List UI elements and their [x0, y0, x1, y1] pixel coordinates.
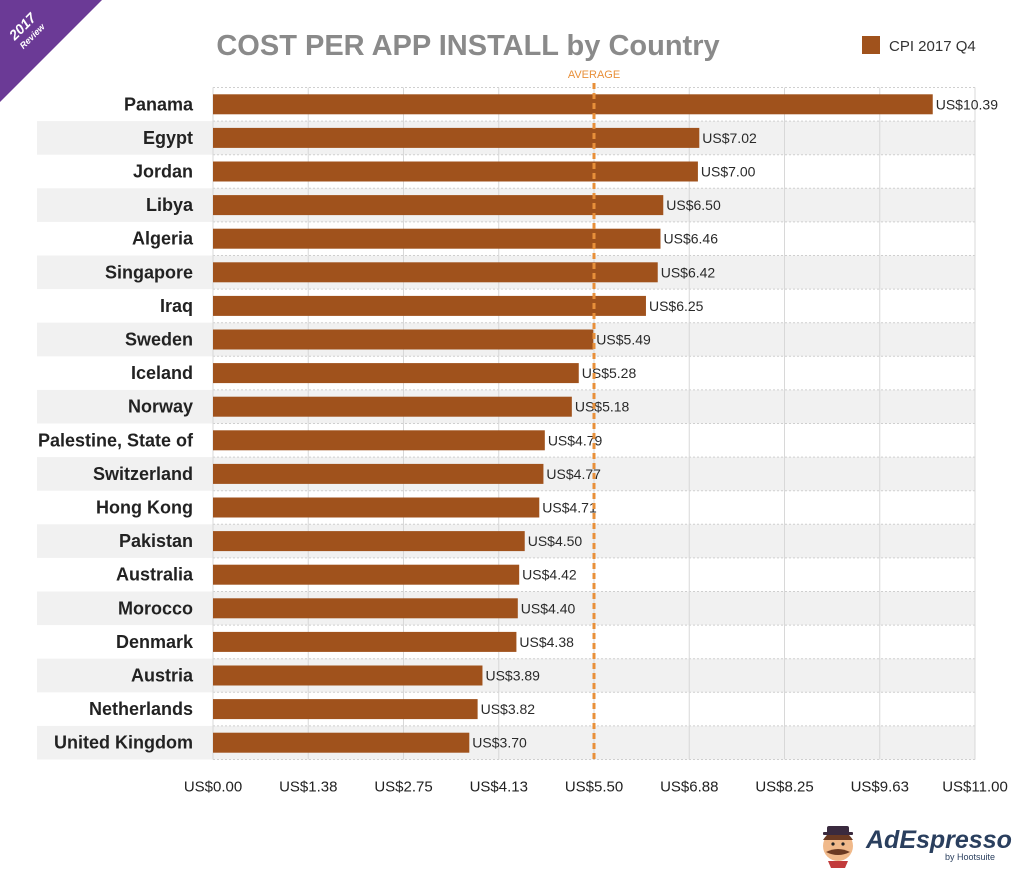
bar [213, 161, 698, 182]
category-label: Iceland [131, 363, 193, 383]
average-marker: AVERAGE [568, 69, 620, 760]
ribbon-shape [0, 0, 102, 102]
bar [213, 363, 579, 384]
category-label: Libya [146, 195, 194, 215]
category-label: Sweden [125, 330, 193, 350]
chart-title: COST PER APP INSTALL by Country [216, 30, 719, 62]
value-label: US$4.79 [548, 432, 603, 448]
value-label: US$3.82 [481, 701, 536, 717]
bar [213, 430, 545, 451]
value-label: US$5.28 [582, 365, 637, 381]
category-label: Iraq [160, 296, 193, 316]
bar [213, 463, 544, 484]
bar [213, 262, 658, 283]
row-band [37, 658, 975, 693]
value-label: US$3.89 [485, 668, 540, 684]
bar [213, 94, 933, 115]
category-label: Australia [116, 565, 194, 585]
bar [213, 195, 664, 216]
row-bands [37, 121, 975, 760]
category-label: Algeria [132, 229, 194, 249]
category-label: Hong Kong [96, 498, 193, 518]
category-label: Egypt [143, 128, 193, 148]
legend-label: CPI 2017 Q4 [889, 38, 976, 55]
bar [213, 598, 518, 619]
bar [213, 127, 700, 148]
adespresso-logo: AdEspresso by Hootsuite [823, 826, 1012, 868]
bar [213, 396, 572, 417]
value-label: US$5.49 [596, 332, 651, 348]
bar [213, 732, 470, 753]
category-label: Palestine, State of [38, 430, 194, 450]
x-tick-label: US$1.38 [279, 779, 337, 796]
value-label: US$4.42 [522, 567, 577, 583]
row-band [37, 725, 975, 760]
category-label: Singapore [105, 262, 193, 282]
category-label: Austria [131, 666, 194, 686]
bar [213, 665, 483, 686]
value-label: US$7.02 [702, 130, 757, 146]
category-labels: Panama Egypt Jordan Libya Algeria Singapore Ir… [38, 94, 194, 752]
value-label: US$3.70 [472, 735, 527, 751]
category-label: Jordan [133, 162, 193, 182]
value-label: US$6.42 [661, 264, 716, 280]
logo-name: AdEspresso [865, 826, 1012, 854]
legend-swatch [862, 36, 880, 54]
x-tick-label: US$2.75 [374, 779, 432, 796]
value-label: US$4.71 [542, 500, 597, 516]
value-label: US$4.77 [546, 466, 601, 482]
x-axis-ticks: US$0.00 US$1.38 US$2.75 US$4.13 US$5.50 US$6.… [184, 779, 1008, 796]
value-label: US$5.18 [575, 399, 630, 415]
category-label: Netherlands [89, 699, 193, 719]
category-label: Panama [124, 94, 194, 114]
x-tick-label: US$5.50 [565, 779, 623, 796]
value-label: US$4.50 [528, 533, 583, 549]
category-label: Pakistan [119, 531, 193, 551]
average-label: AVERAGE [568, 69, 620, 81]
review-ribbon: 2017 Review [0, 0, 102, 102]
bar [213, 295, 646, 316]
mascot-icon [823, 826, 853, 868]
bar [213, 631, 517, 652]
value-label: US$7.00 [701, 164, 756, 180]
bar [213, 564, 520, 585]
category-label: Switzerland [93, 464, 193, 484]
value-label: US$6.50 [666, 197, 721, 213]
x-tick-label: US$0.00 [184, 779, 242, 796]
value-label: US$4.40 [521, 600, 576, 616]
value-label: US$6.46 [664, 231, 719, 247]
logo-tagline: by Hootsuite [945, 852, 995, 862]
category-label: Denmark [116, 632, 194, 652]
bar [213, 329, 594, 350]
legend: CPI 2017 Q4 [862, 36, 976, 55]
bar [213, 699, 478, 720]
value-label: US$4.38 [519, 634, 574, 650]
x-tick-label: US$6.88 [660, 779, 718, 796]
x-tick-label: US$8.25 [755, 779, 813, 796]
value-label: US$10.39 [936, 96, 998, 112]
category-label: Norway [128, 397, 193, 417]
bars [213, 94, 933, 753]
value-labels: US$10.39 US$7.02 US$7.00 US$6.50 US$6.46 US$6… [472, 96, 998, 750]
value-label: US$6.25 [649, 298, 704, 314]
category-label: United Kingdom [54, 733, 193, 753]
bar [213, 531, 525, 552]
x-tick-label: US$9.63 [851, 779, 909, 796]
bar [213, 228, 661, 249]
x-tick-label: US$4.13 [470, 779, 528, 796]
bar [213, 497, 540, 518]
category-label: Morocco [118, 598, 193, 618]
x-tick-label: US$11.00 [942, 779, 1008, 796]
